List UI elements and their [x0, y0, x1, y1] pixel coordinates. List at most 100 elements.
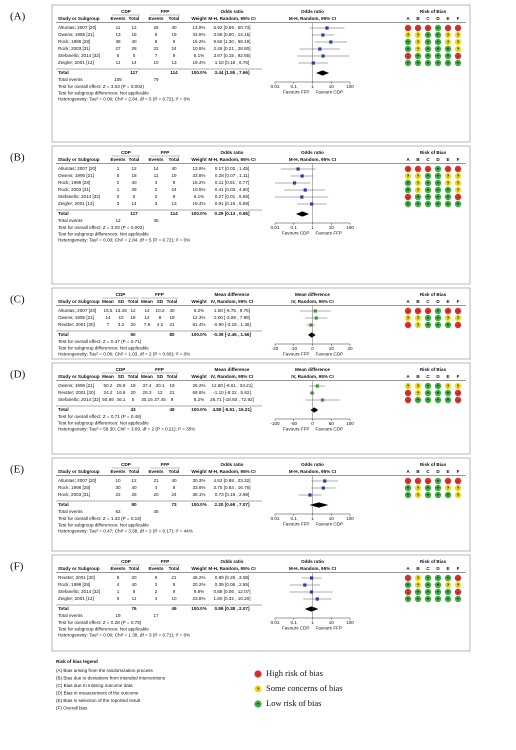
- study-ci: 3.75 [0.84 , 16.76]: [213, 485, 250, 490]
- column-header: Total: [128, 374, 139, 379]
- study-cell: 11: [116, 25, 121, 30]
- bias-symbol: +: [437, 194, 440, 199]
- bias-column: A: [406, 374, 410, 379]
- study-cell: 28: [131, 187, 137, 192]
- bias-symbol: +: [437, 383, 440, 388]
- bias-circle: [454, 52, 462, 60]
- effect-square: [292, 181, 297, 185]
- bias-circle: [444, 52, 452, 60]
- bias-circle: [414, 59, 422, 67]
- bias-symbol: ?: [417, 39, 420, 44]
- favours-label: Favours FFP: [316, 626, 343, 631]
- bias-circle: [424, 477, 432, 485]
- x-tick-label: 1: [311, 84, 314, 89]
- bias-circle: [444, 172, 452, 180]
- study-ci: 26.71 [-18.50 , 72.92]: [210, 397, 254, 402]
- bias-circle: [404, 382, 412, 390]
- bias-symbol: -: [457, 166, 459, 171]
- bias-symbol: ?: [457, 383, 460, 388]
- bias-circle: [454, 321, 462, 329]
- study-weight: 26.2%: [192, 383, 205, 388]
- study-weight: 6.1%: [194, 194, 204, 199]
- study-cell: 40: [131, 180, 137, 185]
- study-weight: 10.5%: [192, 187, 205, 192]
- bias-column: F: [457, 469, 460, 474]
- bias-circle: [444, 595, 452, 603]
- group-header: CDP: [121, 9, 131, 14]
- study-cell: 12: [130, 308, 136, 313]
- bias-circle: [454, 307, 462, 315]
- column-header: Events: [110, 157, 126, 162]
- study-cell: 12: [157, 390, 163, 395]
- bias-column: D: [436, 374, 440, 379]
- effect-square: [300, 174, 304, 178]
- study-cell: 4: [155, 596, 158, 601]
- bias-symbol: +: [427, 180, 430, 185]
- study-cell: 9: [173, 485, 176, 490]
- total-name: Total: [58, 211, 69, 216]
- effect-square: [296, 167, 300, 171]
- study-name: Owens; 1995 [21]: [58, 173, 94, 178]
- bias-symbol: +: [447, 322, 450, 327]
- bias-circle: [414, 193, 422, 201]
- bias-circle: [454, 186, 462, 194]
- study-cell: 7: [107, 322, 110, 327]
- bias-column: F: [457, 374, 460, 379]
- effect-square: [314, 316, 318, 320]
- bias-symbol: +: [427, 194, 430, 199]
- x-tick-label: -10: [290, 346, 297, 351]
- bias-symbol: +: [417, 596, 420, 601]
- bias-symbol: +: [427, 32, 430, 37]
- bias-circle: [434, 179, 442, 187]
- study-cell: 27.45: [154, 397, 166, 402]
- effect-square: [303, 188, 307, 192]
- bias-symbol: -: [457, 390, 459, 395]
- method-header: M-H, Random, 95% CI: [289, 16, 336, 21]
- study-cell: 46.1: [117, 397, 126, 402]
- study-cell: 40: [131, 39, 137, 44]
- x-tick-label: 0.01: [271, 516, 280, 521]
- bias-symbol: +: [427, 390, 430, 395]
- study-cell: 8: [117, 575, 120, 580]
- bias-symbol: +: [427, 492, 430, 497]
- bias-symbol: +: [407, 60, 410, 65]
- study-cell: 9: [173, 39, 176, 44]
- bias-symbol: +: [447, 60, 450, 65]
- total-events-cell: 79: [153, 77, 159, 82]
- effect-square: [329, 40, 333, 44]
- study-name: Altuntas; 2007 [20]: [58, 478, 96, 483]
- bias-symbol: ?: [457, 39, 460, 44]
- footnote: Test for overall effect: Z = 1.33 (P = 0…: [58, 516, 142, 521]
- bias-circle: [444, 186, 452, 194]
- panel-label: (B): [10, 152, 25, 164]
- bias-symbol: +: [407, 180, 410, 185]
- bias-symbol: +: [417, 60, 420, 65]
- study-cell: 20: [153, 492, 159, 497]
- study-ci: -0.90 [-3.18 , 1.38]: [213, 322, 251, 327]
- group-header: CDP: [121, 150, 131, 155]
- panel-label: (D): [10, 369, 26, 381]
- study-cell: 8: [155, 39, 158, 44]
- bias-circle: [444, 179, 452, 187]
- bias-symbol: -: [457, 308, 459, 313]
- x-tick-label: 100: [346, 620, 354, 625]
- study-cell: 22: [153, 46, 159, 51]
- bias-circle: [424, 200, 432, 208]
- study-ci: 1.10 [0.18 , 6.76]: [215, 60, 249, 65]
- study-cell: 11: [154, 173, 159, 178]
- study-cell: 38: [115, 39, 121, 44]
- footnote: Heterogeneity: Tau² = 0.00; Chi² = 2.84,…: [58, 97, 190, 102]
- column-header: Events: [110, 16, 126, 21]
- bias-circle: [444, 396, 452, 404]
- bias-symbol: -: [457, 397, 459, 402]
- x-tick-label: 0.1: [291, 84, 298, 89]
- bias-symbol: ?: [417, 46, 420, 51]
- bias-column: E: [446, 299, 449, 304]
- favours-label: Favours CDP: [282, 231, 310, 236]
- bias-circle: [444, 165, 452, 173]
- column-header: Events: [148, 469, 164, 474]
- bias-circle: [454, 200, 462, 208]
- total-weight: 100.0%: [191, 407, 207, 412]
- total-events-name: Total events: [58, 218, 83, 223]
- bias-symbol: +: [437, 53, 440, 58]
